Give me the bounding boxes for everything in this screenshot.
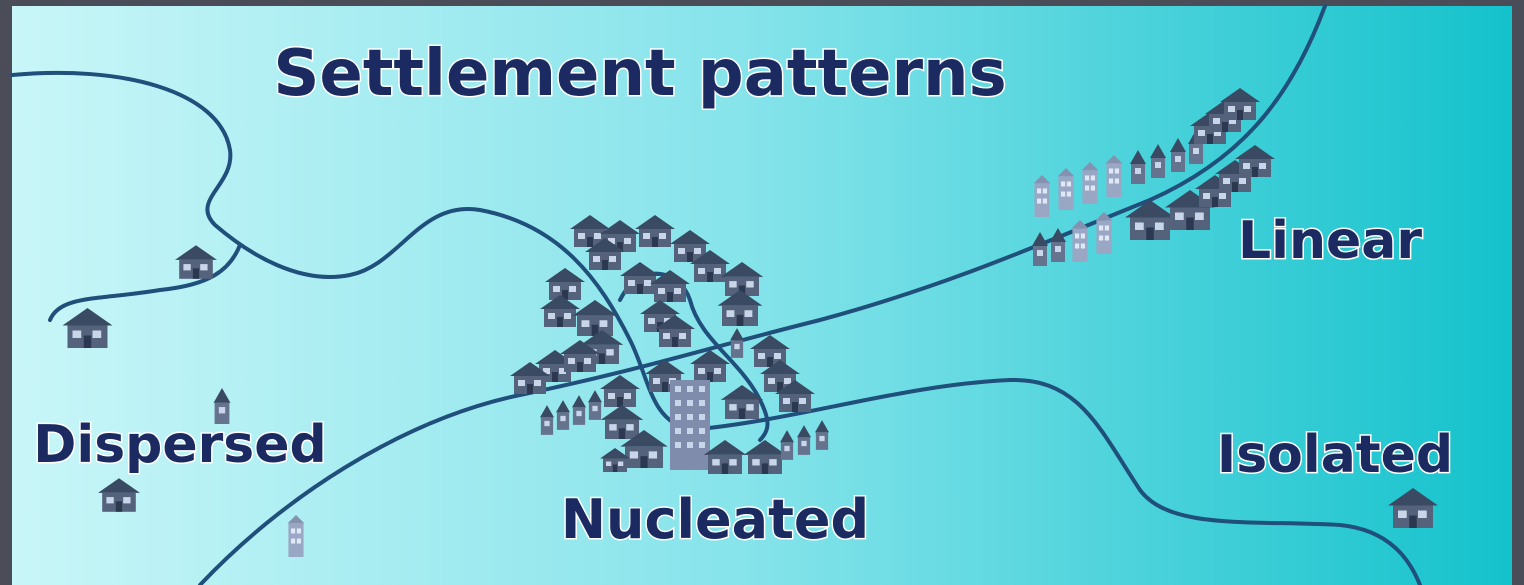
background: [12, 6, 1512, 585]
roads: [10, 4, 1422, 585]
label-nucleated: Nucleated: [561, 488, 869, 551]
title: Settlement patterns: [273, 37, 1006, 111]
label-linear: Linear: [1238, 211, 1422, 271]
label-isolated: Isolated: [1217, 425, 1453, 485]
label-dispersed: Dispersed: [33, 415, 327, 475]
